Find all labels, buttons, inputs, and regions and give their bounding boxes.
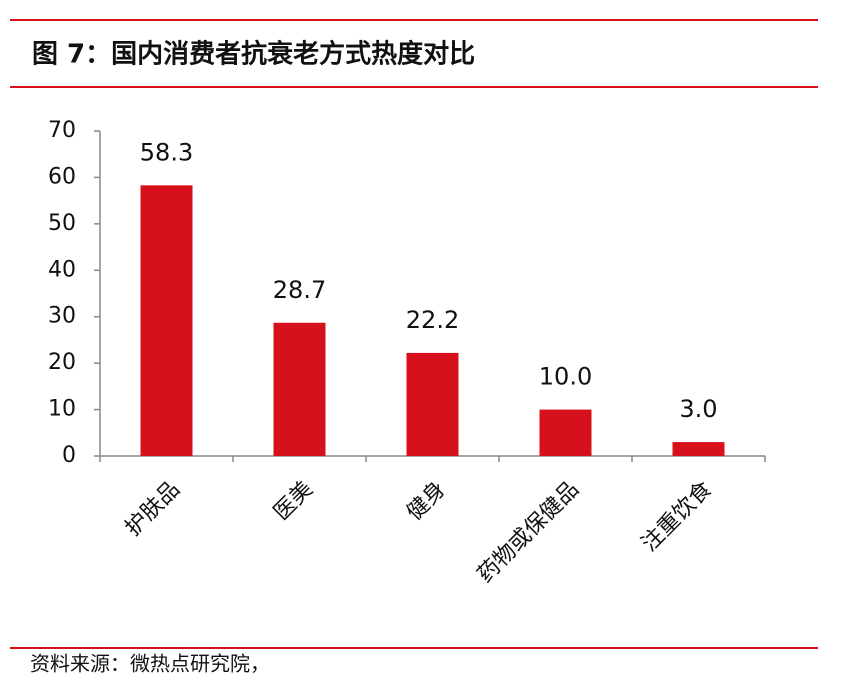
value-label: 28.7 bbox=[273, 276, 326, 304]
y-tick-label: 20 bbox=[48, 350, 76, 375]
bar bbox=[672, 442, 725, 456]
value-label: 58.3 bbox=[140, 138, 193, 166]
x-tick-label: 护肤品 bbox=[121, 477, 185, 541]
source: 资料来源：微热点研究院， bbox=[30, 652, 270, 676]
chart-title: 图 7：国内消费者抗衰老方式热度对比 bbox=[32, 39, 475, 70]
bar bbox=[273, 322, 326, 456]
bar bbox=[539, 409, 592, 456]
y-tick-label: 30 bbox=[48, 304, 76, 329]
value-label: 22.2 bbox=[406, 306, 459, 334]
value-label: 10.0 bbox=[539, 363, 592, 391]
x-tick-label: 医美 bbox=[269, 477, 318, 526]
y-tick-label: 50 bbox=[48, 211, 76, 236]
bar bbox=[140, 185, 193, 457]
y-tick-label: 70 bbox=[48, 118, 76, 143]
y-tick-label: 60 bbox=[48, 164, 76, 189]
y-tick-label: 10 bbox=[48, 397, 76, 422]
x-tick-label: 注重饮食 bbox=[637, 477, 717, 557]
value-label: 3.0 bbox=[679, 395, 717, 423]
x-tick-label: 健身 bbox=[402, 477, 451, 526]
y-tick-label: 40 bbox=[48, 257, 76, 282]
x-tick-label: 药物或保健品 bbox=[473, 477, 584, 588]
y-tick-label: 0 bbox=[62, 443, 76, 468]
bar bbox=[406, 352, 459, 456]
